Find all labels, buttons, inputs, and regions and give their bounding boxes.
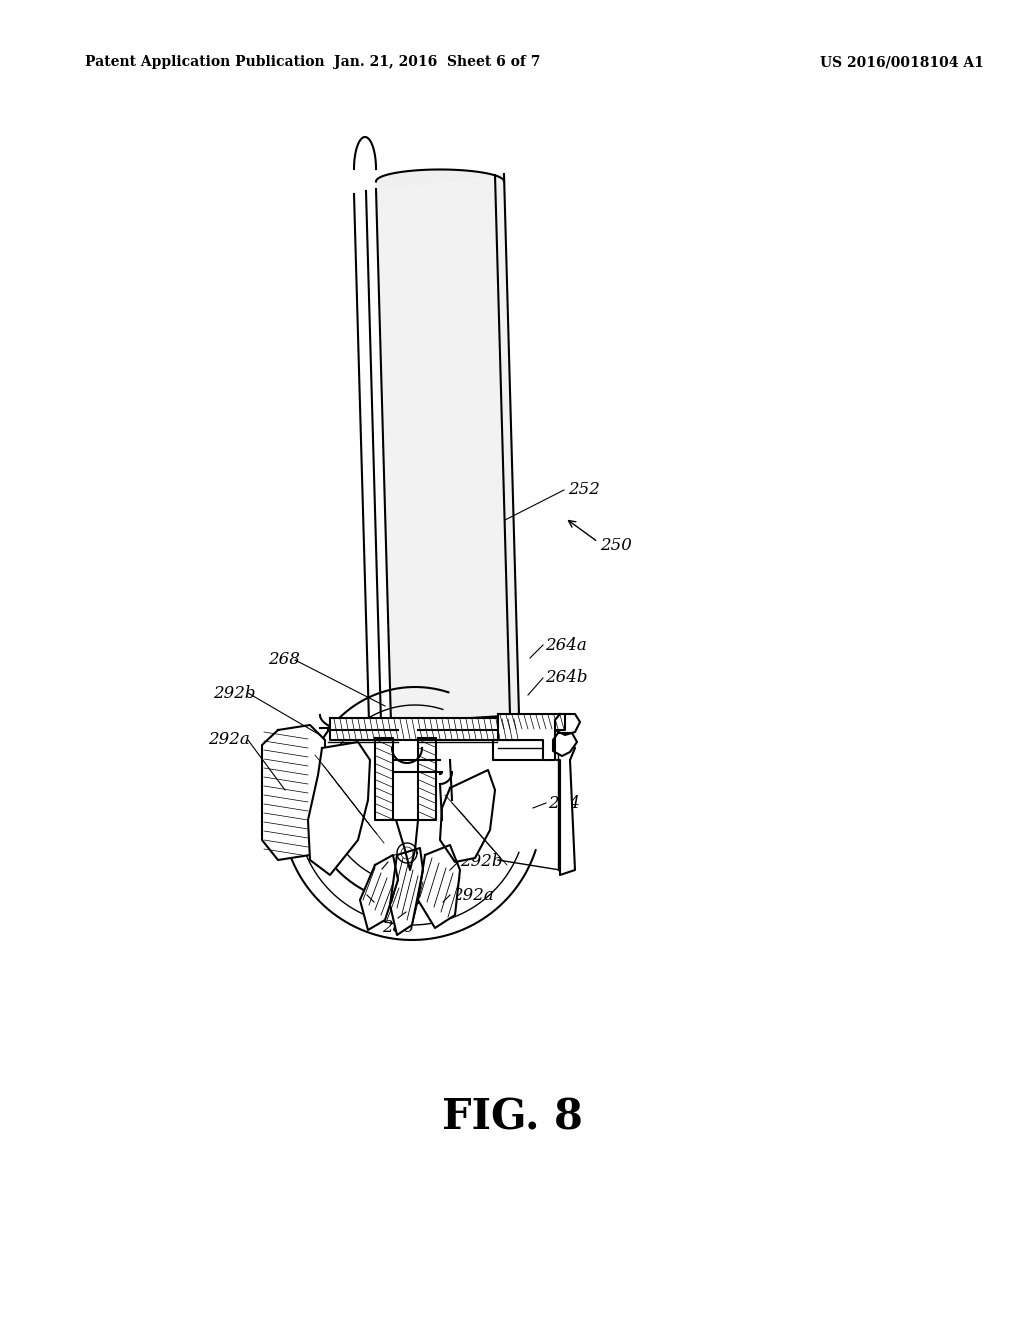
Text: 286: 286 [382, 920, 414, 936]
Polygon shape [262, 725, 325, 861]
Text: Patent Application Publication: Patent Application Publication [85, 55, 325, 69]
Polygon shape [493, 741, 575, 875]
Text: 292a: 292a [452, 887, 494, 903]
Text: Jan. 21, 2016  Sheet 6 of 7: Jan. 21, 2016 Sheet 6 of 7 [334, 55, 541, 69]
Polygon shape [553, 733, 577, 756]
Polygon shape [390, 847, 423, 935]
Text: 292b: 292b [213, 685, 256, 701]
Text: 264a: 264a [545, 636, 587, 653]
Text: 286: 286 [368, 887, 400, 903]
Polygon shape [555, 714, 580, 735]
Text: 254: 254 [548, 795, 580, 812]
Text: 268: 268 [268, 652, 300, 668]
Polygon shape [319, 715, 500, 741]
Polygon shape [418, 738, 436, 820]
Polygon shape [418, 845, 460, 928]
Text: 292b: 292b [460, 854, 503, 870]
Text: US 2016/0018104 A1: US 2016/0018104 A1 [820, 55, 984, 69]
Polygon shape [330, 718, 520, 741]
Polygon shape [354, 137, 376, 194]
Text: 252: 252 [568, 482, 600, 499]
Text: 286: 286 [390, 854, 422, 870]
Text: 292a: 292a [208, 731, 250, 748]
Polygon shape [354, 189, 391, 723]
Polygon shape [376, 169, 504, 189]
Text: 264b: 264b [545, 669, 588, 686]
Polygon shape [308, 742, 370, 875]
Polygon shape [498, 714, 565, 760]
Polygon shape [375, 738, 393, 820]
Polygon shape [360, 855, 398, 931]
Text: FIG. 8: FIG. 8 [441, 1097, 583, 1139]
Polygon shape [376, 174, 519, 723]
Polygon shape [440, 770, 495, 862]
Text: 250: 250 [600, 536, 632, 553]
Polygon shape [393, 820, 418, 870]
